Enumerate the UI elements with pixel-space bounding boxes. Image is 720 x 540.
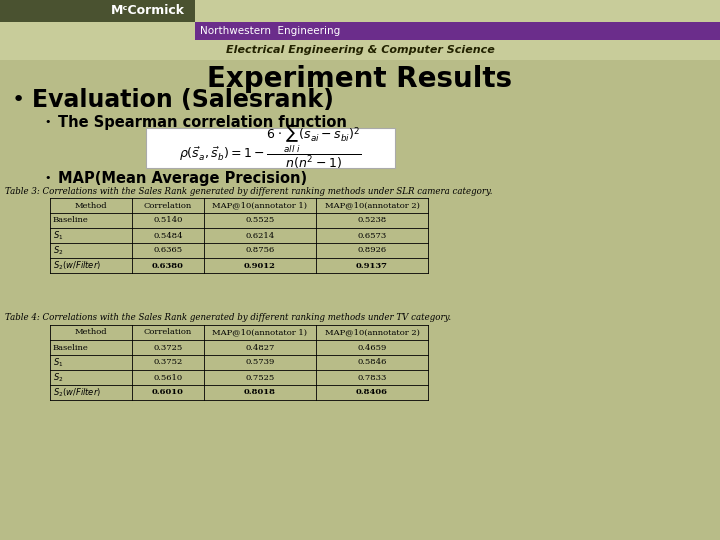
Text: MAP@10(annotator 1): MAP@10(annotator 1) — [212, 328, 307, 336]
Text: 0.4659: 0.4659 — [357, 343, 387, 352]
Text: Northwestern  Engineering: Northwestern Engineering — [200, 26, 341, 36]
Text: Electrical Engineering & Computer Science: Electrical Engineering & Computer Scienc… — [225, 45, 495, 55]
Text: $\rho(\vec{s}_a, \vec{s}_b) = 1 - \dfrac{6 \cdot \sum_{all\ i}(s_{ai} - s_{bi})^: $\rho(\vec{s}_a, \vec{s}_b) = 1 - \dfrac… — [179, 125, 361, 171]
Text: 0.8406: 0.8406 — [356, 388, 388, 396]
Bar — [195, 22, 720, 40]
Bar — [0, 60, 720, 540]
Text: 0.6573: 0.6573 — [357, 232, 387, 240]
Text: MAP@10(annotator 1): MAP@10(annotator 1) — [212, 201, 307, 210]
Text: Baseline: Baseline — [53, 217, 89, 225]
Text: 0.5484: 0.5484 — [153, 232, 183, 240]
Text: MAP@10(annotator 2): MAP@10(annotator 2) — [325, 201, 420, 210]
Text: Evaluation (Salesrank): Evaluation (Salesrank) — [32, 88, 334, 112]
Text: 0.8756: 0.8756 — [246, 246, 274, 254]
Text: 0.8926: 0.8926 — [357, 246, 387, 254]
Text: MAP@10(annotator 2): MAP@10(annotator 2) — [325, 328, 420, 336]
FancyBboxPatch shape — [146, 128, 395, 168]
Text: •: • — [45, 117, 51, 127]
Text: 0.9012: 0.9012 — [244, 261, 276, 269]
Text: 0.7833: 0.7833 — [357, 374, 387, 381]
Text: 0.4827: 0.4827 — [246, 343, 275, 352]
Text: 0.3752: 0.3752 — [153, 359, 183, 367]
Text: 0.6380: 0.6380 — [152, 261, 184, 269]
Text: 0.5238: 0.5238 — [357, 217, 387, 225]
Text: $S_2$: $S_2$ — [53, 244, 63, 256]
Text: Correlation: Correlation — [144, 328, 192, 336]
Text: 0.5610: 0.5610 — [153, 374, 183, 381]
Text: Method: Method — [75, 201, 107, 210]
Text: 0.6214: 0.6214 — [246, 232, 274, 240]
Text: $S_2(w/Filter)$: $S_2(w/Filter)$ — [53, 259, 101, 272]
Text: $S_2(w/Filter)$: $S_2(w/Filter)$ — [53, 386, 101, 399]
Text: •: • — [45, 173, 51, 183]
Text: 0.6010: 0.6010 — [152, 388, 184, 396]
Text: $S_2$: $S_2$ — [53, 372, 63, 384]
Bar — [0, 40, 720, 60]
Text: 0.9137: 0.9137 — [356, 261, 388, 269]
Text: •: • — [12, 90, 24, 110]
Text: 0.5739: 0.5739 — [246, 359, 275, 367]
Text: Correlation: Correlation — [144, 201, 192, 210]
Text: 0.5525: 0.5525 — [246, 217, 274, 225]
Text: Table 4: Correlations with the Sales Rank generated by different ranking methods: Table 4: Correlations with the Sales Ran… — [5, 314, 451, 322]
Text: 0.5140: 0.5140 — [153, 217, 183, 225]
Text: Experiment Results: Experiment Results — [207, 65, 513, 93]
Text: $S_1$: $S_1$ — [53, 230, 63, 242]
Text: Table 3: Correlations with the Sales Rank generated by different ranking methods: Table 3: Correlations with the Sales Ran… — [5, 186, 492, 195]
Text: $S_1$: $S_1$ — [53, 356, 63, 369]
Text: 0.7525: 0.7525 — [246, 374, 274, 381]
Text: 0.6365: 0.6365 — [153, 246, 183, 254]
Text: 0.8018: 0.8018 — [244, 388, 276, 396]
Bar — [195, 0, 720, 22]
Text: MᶜCormick: MᶜCormick — [111, 4, 185, 17]
Text: The Spearman correlation function: The Spearman correlation function — [58, 114, 347, 130]
Bar — [0, 0, 195, 22]
Text: Method: Method — [75, 328, 107, 336]
Text: MAP(Mean Average Precision): MAP(Mean Average Precision) — [58, 171, 307, 186]
Text: 0.3725: 0.3725 — [153, 343, 183, 352]
Bar — [0, 22, 195, 40]
Text: 0.5846: 0.5846 — [357, 359, 387, 367]
Text: Baseline: Baseline — [53, 343, 89, 352]
